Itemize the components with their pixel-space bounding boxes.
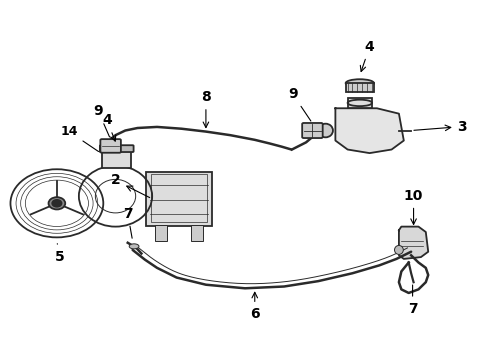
Ellipse shape [345,79,374,87]
FancyBboxPatch shape [302,123,323,138]
Ellipse shape [129,244,139,249]
Text: 10: 10 [404,189,423,224]
FancyBboxPatch shape [345,83,374,92]
FancyBboxPatch shape [100,139,121,153]
Text: 7: 7 [408,285,417,316]
FancyBboxPatch shape [100,145,134,152]
Text: 6: 6 [250,292,260,321]
Text: 5: 5 [54,244,64,264]
FancyBboxPatch shape [147,172,212,226]
Text: 4: 4 [102,113,116,141]
FancyBboxPatch shape [347,98,372,108]
Text: 14: 14 [60,125,98,152]
FancyBboxPatch shape [102,150,131,168]
Text: 2: 2 [111,174,149,198]
FancyBboxPatch shape [155,225,167,241]
FancyBboxPatch shape [191,225,203,241]
Text: 9: 9 [94,104,110,137]
Text: 8: 8 [201,90,211,127]
Polygon shape [399,226,428,259]
Circle shape [49,197,65,210]
Text: 4: 4 [360,40,374,72]
Text: 7: 7 [123,207,133,238]
Polygon shape [335,108,404,153]
Circle shape [52,200,62,207]
Ellipse shape [313,126,322,135]
Text: 9: 9 [288,87,311,121]
Ellipse shape [318,124,333,137]
Ellipse shape [394,246,403,255]
Text: 3: 3 [414,120,467,134]
